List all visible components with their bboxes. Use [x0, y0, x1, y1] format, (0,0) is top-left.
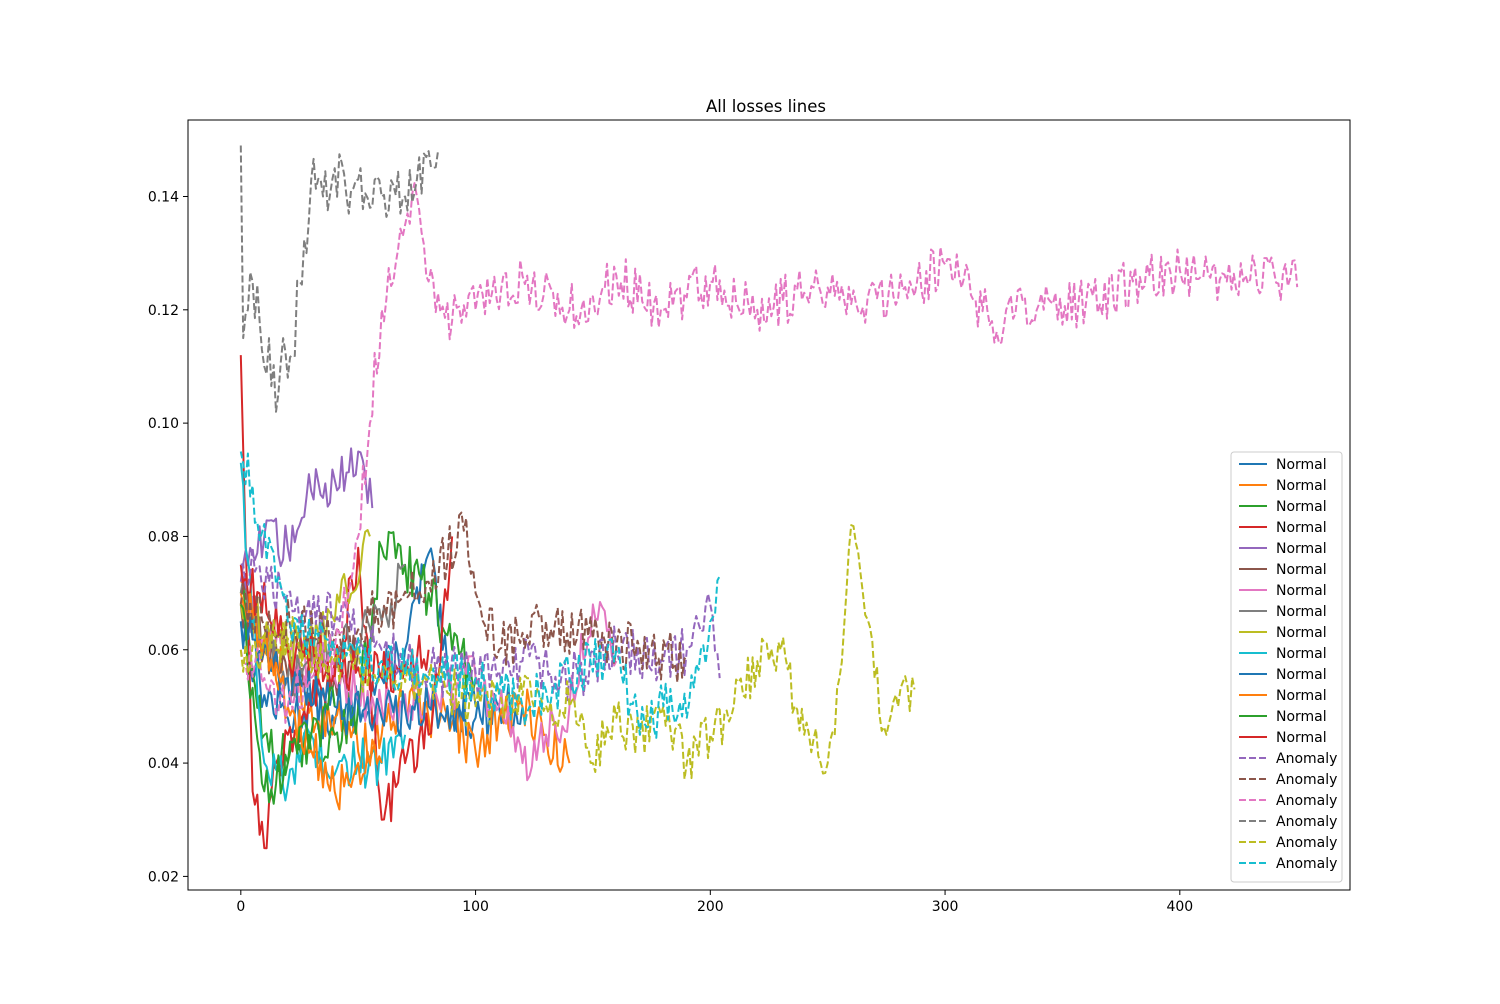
series-layer	[239, 145, 1299, 850]
legend-label: Normal	[1276, 583, 1327, 599]
series-line-5-normal	[239, 447, 374, 582]
legend-label: Normal	[1276, 625, 1327, 641]
series-line-9-normal	[239, 529, 371, 672]
legend-label: Normal	[1276, 562, 1327, 578]
legend-label: Normal	[1276, 457, 1327, 473]
plot-frame	[187, 119, 1351, 891]
x-tick-label: 200	[697, 899, 724, 915]
x-tick-label: 0	[236, 899, 245, 915]
legend-label: Anomaly	[1276, 856, 1337, 872]
legend-label: Anomaly	[1276, 814, 1337, 830]
y-tick-label: 0.10	[148, 416, 179, 432]
series-line-19-anomaly	[239, 524, 916, 781]
legend-label: Normal	[1276, 520, 1327, 536]
chart-title: All losses lines	[706, 97, 826, 116]
legend-label: Normal	[1276, 688, 1327, 704]
legend-label: Normal	[1276, 646, 1327, 662]
legend-label: Normal	[1276, 730, 1327, 746]
x-tick-label: 100	[462, 899, 489, 915]
x-tick-label: 300	[932, 899, 959, 915]
series-line-13-normal	[239, 603, 336, 805]
legend-label: Normal	[1276, 709, 1327, 725]
legend: Normal Normal Normal Normal Normal Normal Norm…	[1230, 451, 1343, 883]
y-tick-label: 0.04	[148, 756, 179, 772]
axes-layer: 0 100 200 300 400 0.02 0.04 0.06 0.08 0.10 0.12 0.1…	[148, 119, 1351, 915]
legend-label: Normal	[1276, 604, 1327, 620]
series-line-7-normal	[240, 595, 618, 782]
legend-label: Anomaly	[1276, 772, 1337, 788]
series-line-11-normal	[239, 616, 477, 737]
y-tick-label: 0.02	[148, 869, 179, 885]
series-line-20-anomaly	[239, 451, 721, 739]
legend-box	[1230, 451, 1343, 883]
x-tick-label: 400	[1166, 899, 1193, 915]
legend-label: Normal	[1276, 541, 1327, 557]
legend-label: Normal	[1276, 499, 1327, 515]
legend-label: Normal	[1276, 667, 1327, 683]
y-tick-label: 0.14	[148, 189, 179, 205]
legend-label: Anomaly	[1276, 835, 1337, 851]
legend-label: Normal	[1276, 478, 1327, 494]
y-tick-label: 0.12	[148, 303, 179, 319]
series-line-17-anomaly	[239, 182, 1299, 724]
legend-label: Anomaly	[1276, 793, 1337, 809]
y-tick-label: 0.06	[148, 643, 179, 659]
series-line-15-anomaly	[240, 546, 721, 702]
series-line-18-anomaly	[239, 145, 439, 413]
y-tick-label: 0.08	[148, 529, 179, 545]
legend-label: Anomaly	[1276, 751, 1337, 767]
